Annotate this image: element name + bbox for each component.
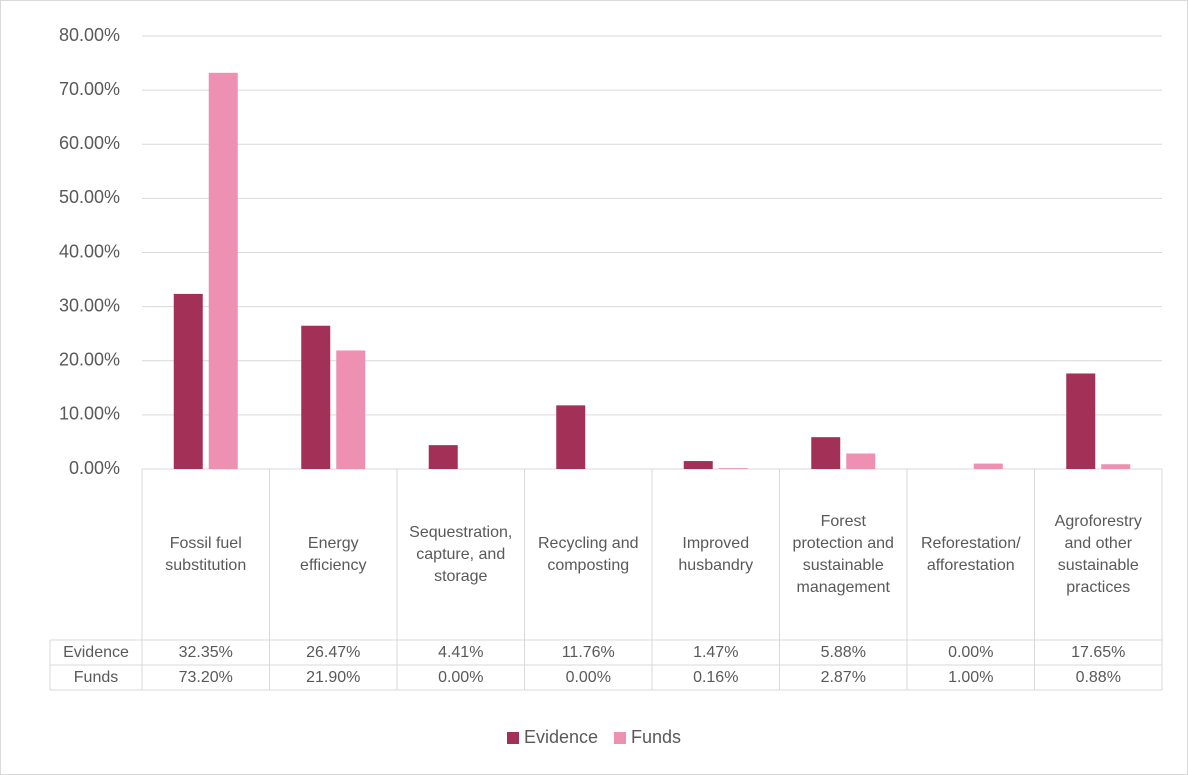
y-tick-label: 20.00%: [59, 350, 120, 370]
bar: [846, 453, 876, 469]
bar: [1101, 464, 1131, 469]
table-value: 0.88%: [1075, 668, 1121, 686]
table-value: 0.00%: [565, 668, 611, 686]
legend-label: Evidence: [523, 727, 599, 747]
legend-swatch: [614, 731, 627, 744]
y-tick-label: 0.00%: [69, 458, 120, 478]
bar: [1066, 373, 1096, 469]
row-header: Funds: [73, 668, 119, 686]
category-label: Agroforestry and other sustainable pract…: [1054, 512, 1142, 596]
table-value: 0.00%: [948, 643, 994, 661]
y-tick-label: 50.00%: [59, 187, 120, 207]
table-value: 32.35%: [178, 643, 233, 661]
category-label: Energy efficiency: [300, 534, 367, 574]
y-tick-label: 30.00%: [59, 295, 120, 315]
y-tick-label: 60.00%: [59, 133, 120, 153]
table-value: 1.47%: [693, 643, 739, 661]
category-label: Recycling and composting: [538, 534, 639, 574]
table-value: 4.41%: [438, 643, 484, 661]
table-value: 0.00%: [438, 668, 484, 686]
row-header: Evidence: [63, 643, 129, 661]
legend-swatch: [506, 731, 519, 744]
table-value: 11.76%: [561, 643, 615, 661]
bar: [428, 445, 458, 469]
bar: [556, 405, 586, 469]
bar: [973, 463, 1003, 469]
category-label: Sequestration, capture, and storage: [409, 523, 513, 585]
bar: [301, 325, 331, 469]
bar: [173, 293, 203, 469]
table-value: 0.16%: [693, 668, 739, 686]
table-value: 2.87%: [820, 668, 866, 686]
y-tick-label: 10.00%: [59, 404, 120, 424]
y-tick-label: 40.00%: [59, 241, 120, 261]
legend-item: Evidence: [506, 727, 599, 748]
legend-item: Funds: [614, 727, 681, 748]
table-value: 73.20%: [178, 668, 233, 686]
bar: [811, 437, 841, 469]
bar: [718, 468, 748, 469]
table-value: 5.88%: [820, 643, 866, 661]
table-value: 26.47%: [306, 643, 361, 661]
table-value: 17.65%: [1071, 643, 1126, 661]
legend: Evidence Funds: [0, 727, 1188, 748]
table-value: 1.00%: [948, 668, 994, 686]
bar: [208, 72, 238, 470]
table-value: 21.90%: [306, 668, 361, 686]
y-tick-label: 70.00%: [59, 79, 120, 99]
legend-label: Funds: [631, 727, 682, 747]
y-tick-label: 80.00%: [59, 25, 120, 45]
category-label: Fossil fuel substitution: [165, 534, 247, 574]
category-label: Reforestation/ afforestation: [920, 534, 1021, 574]
category-label: Forest protection and sustainable manage…: [792, 512, 894, 596]
category-label: Improved husbandry: [678, 534, 754, 574]
bar: [683, 461, 713, 469]
bar: [336, 350, 366, 469]
